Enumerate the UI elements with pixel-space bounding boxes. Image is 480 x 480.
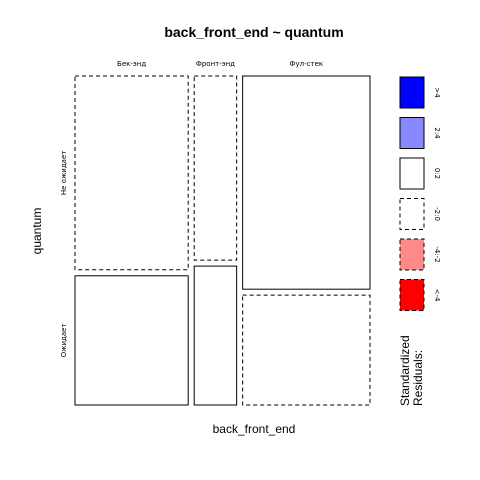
column-labels: Бек-энд Фронт-энд Фул-стек xyxy=(117,60,323,68)
chart-title: back_front_end ~ quantum xyxy=(164,24,343,40)
row-label-ожидает: Ожидает xyxy=(60,323,68,357)
legend-label-1: >4 xyxy=(433,87,441,98)
mosaic-cell-2-2 xyxy=(193,265,238,406)
legend-label-3: 0:2 xyxy=(433,168,441,179)
legend-label-6: <-4 xyxy=(433,289,441,302)
legend-swatch-6 xyxy=(399,279,425,311)
column-label-фул-стек: Фул-стек xyxy=(290,60,324,68)
row-labels: Не ожидает Ожидает xyxy=(60,151,68,358)
mosaic-cell-1-1 xyxy=(74,75,189,271)
row-label-не-ожидает: Не ожидает xyxy=(60,151,68,195)
column-label-бек-энд: Бек-энд xyxy=(117,60,146,68)
mosaic-cells xyxy=(74,75,371,406)
legend-label-4: -2:0 xyxy=(433,207,441,221)
y-axis-label: quantum xyxy=(30,208,44,255)
mosaic-cell-2-1 xyxy=(193,75,238,261)
legend-swatch-1 xyxy=(399,76,425,109)
column-label-фронт-энд: Фронт-энд xyxy=(196,60,235,68)
mosaic-cell-1-2 xyxy=(74,275,189,406)
legend-swatch-3 xyxy=(399,157,425,190)
legend-swatch-2 xyxy=(399,117,425,149)
x-axis-label: back_front_end xyxy=(213,422,296,436)
legend: >4 2:4 0:2 -2:0 -4:-2 <-4 xyxy=(399,76,441,311)
mosaic-cell-3-2 xyxy=(242,294,371,406)
legend-swatch-5 xyxy=(399,238,425,271)
legend-swatch-4 xyxy=(399,198,425,230)
legend-title-line-2: Residuals: xyxy=(411,350,425,406)
legend-title-line-1: Standardized xyxy=(398,335,412,406)
legend-label-2: 2:4 xyxy=(433,127,441,139)
mosaic-cell-3-1 xyxy=(242,75,371,290)
legend-label-5: -4:-2 xyxy=(433,246,441,262)
